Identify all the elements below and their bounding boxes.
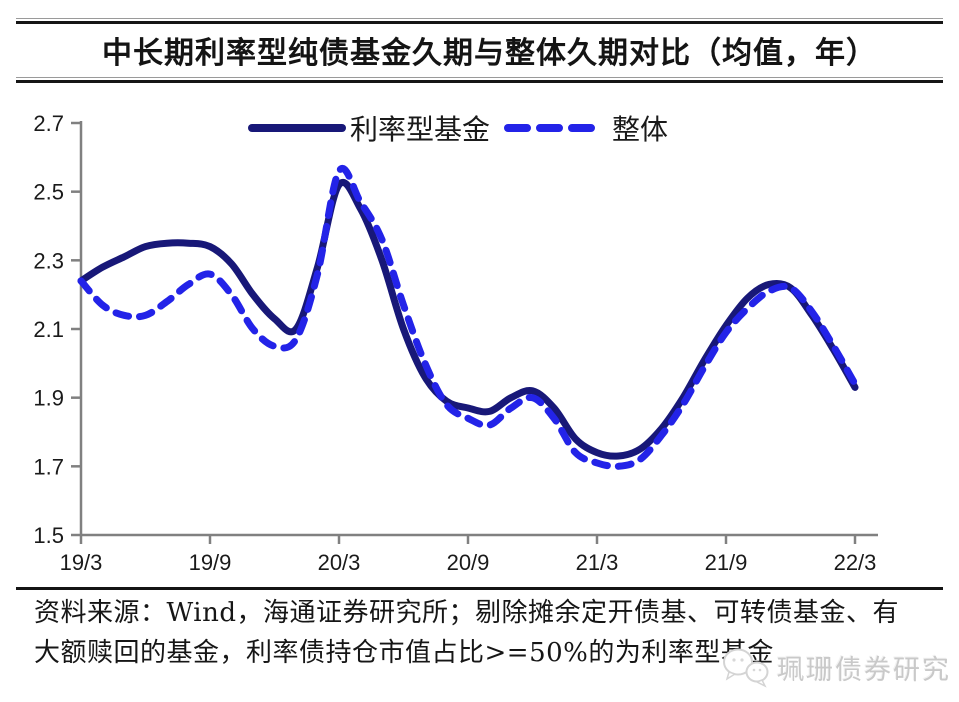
legend-label-rate-funds: 利率型基金 xyxy=(350,113,490,146)
x-tick-label: 20/9 xyxy=(447,550,490,575)
source-note-line-1: 资料来源：Wind，海通证券研究所；剔除摊余定开债基、可转债基金、有 xyxy=(34,598,899,628)
y-tick-label: 1.7 xyxy=(33,454,64,479)
y-axis-ticks: 1.5 1.7 1.9 2.1 2.3 2.5 2.7 xyxy=(33,111,81,548)
title-top-rule xyxy=(16,18,943,24)
watermark-text: 珮珊债券研究 xyxy=(777,654,951,686)
y-tick-label: 2.3 xyxy=(33,248,64,273)
legend-label-overall: 整体 xyxy=(612,113,668,146)
x-tick-label: 21/9 xyxy=(705,550,748,575)
watermark: 珮珊债券研究 xyxy=(721,646,951,688)
source-note: 资料来源：Wind，海通证券研究所；剔除摊余定开债基、可转债基金、有 大额赎回的… xyxy=(34,593,939,673)
y-tick-label: 1.9 xyxy=(33,386,64,411)
series-line-overall xyxy=(77,165,859,470)
y-tick-label: 2.7 xyxy=(33,111,64,136)
x-tick-label: 19/9 xyxy=(189,550,232,575)
source-note-line-2: 大额赎回的基金，利率债持仓市值占比>=50%的为利率型基金 xyxy=(34,638,774,668)
duration-line-chart: 1.5 1.7 1.9 2.1 2.3 2.5 2.7 19/3 19/9 20/3 20/9 21… xyxy=(33,111,878,575)
y-tick-label: 1.5 xyxy=(33,523,64,548)
chart-legend: 利率型基金 整体 xyxy=(248,113,668,146)
y-tick-label: 2.5 xyxy=(33,180,64,205)
speech-bubbles-icon xyxy=(723,648,769,688)
x-tick-label: 22/3 xyxy=(834,550,877,575)
x-tick-label: 20/3 xyxy=(318,550,361,575)
x-tick-label: 19/3 xyxy=(60,550,103,575)
title-bottom-rule xyxy=(16,77,943,83)
x-axis-ticks: 19/3 19/9 20/3 20/9 21/3 21/9 22/3 xyxy=(60,535,877,575)
x-tick-label: 21/3 xyxy=(576,550,619,575)
series-line-rate-funds xyxy=(77,179,859,460)
footer-separator-rule xyxy=(16,587,943,590)
y-tick-label: 2.1 xyxy=(33,317,64,342)
chart-title: 中长期利率型纯债基金久期与整体久期对比（均值，年） xyxy=(102,36,877,71)
